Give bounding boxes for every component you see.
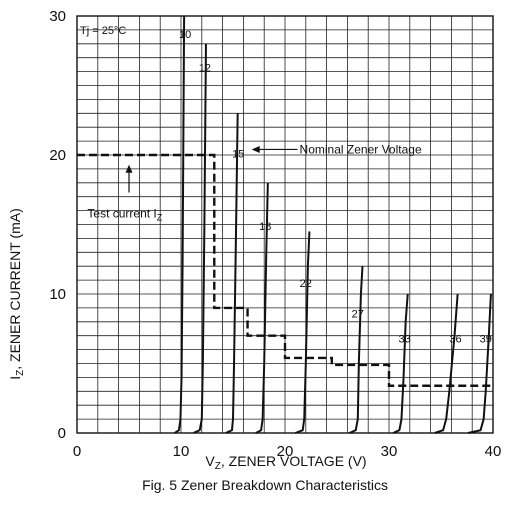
zener-curve-10	[174, 15, 186, 434]
zener-curve-36	[434, 293, 459, 434]
curve-label-10: 10	[179, 29, 191, 41]
curve-label-18: 18	[259, 221, 271, 233]
test-current-label: Test current IZ	[87, 206, 162, 222]
curve-label-15: 15	[232, 149, 244, 161]
y-tick-label: 0	[58, 425, 66, 442]
curve-label-27: 27	[352, 308, 364, 320]
x-tick-label: 20	[277, 443, 294, 460]
tick-labels: 0 10 20 30 40 0 10 20 30	[49, 8, 501, 460]
curve-label-33: 33	[398, 333, 410, 345]
nominal-voltage-label: Nominal Zener Voltage	[300, 142, 422, 156]
x-tick-label: 30	[381, 443, 398, 460]
x-tick-label: 0	[73, 443, 81, 460]
y-tick-label: 30	[49, 8, 66, 25]
nominal-arrow-head	[251, 145, 260, 153]
zener-curve-33	[392, 293, 409, 434]
y-tick-label: 20	[49, 147, 66, 164]
plot-border	[76, 15, 494, 434]
y-tick-label: 10	[49, 286, 66, 303]
grid	[76, 15, 494, 434]
y-axis-label: IZ, ZENER CURRENT (mA)	[7, 208, 26, 380]
curve-label-39: 39	[480, 333, 492, 345]
tj-annotation: Tj = 25°C	[80, 25, 126, 37]
x-axis-label: VZ, ZENER VOLTAGE (V)	[205, 453, 366, 472]
annotations: Nominal Zener Voltage Test current IZ	[87, 142, 422, 222]
plot-frame	[76, 15, 494, 434]
zener-curve-15	[225, 113, 239, 434]
figure-caption: Fig. 5 Zener Breakdown Characteristics	[142, 477, 388, 493]
zener-curve-27	[349, 266, 364, 434]
zener-curve-39	[467, 293, 492, 434]
curve-label-22: 22	[300, 278, 312, 290]
x-tick-label: 10	[173, 443, 190, 460]
test-current-path	[77, 153, 493, 387]
curve-label-36: 36	[449, 333, 461, 345]
test-arrow-head	[125, 164, 133, 173]
zener-curve-22	[295, 231, 311, 434]
test-current-line	[77, 153, 493, 387]
curves: 10 12 15 18 22 27 33 36 39	[174, 15, 492, 434]
zener-curve-12	[193, 43, 207, 434]
x-tick-label: 40	[485, 443, 502, 460]
curve-label-12: 12	[199, 62, 211, 74]
zener-curve-18	[255, 182, 269, 434]
